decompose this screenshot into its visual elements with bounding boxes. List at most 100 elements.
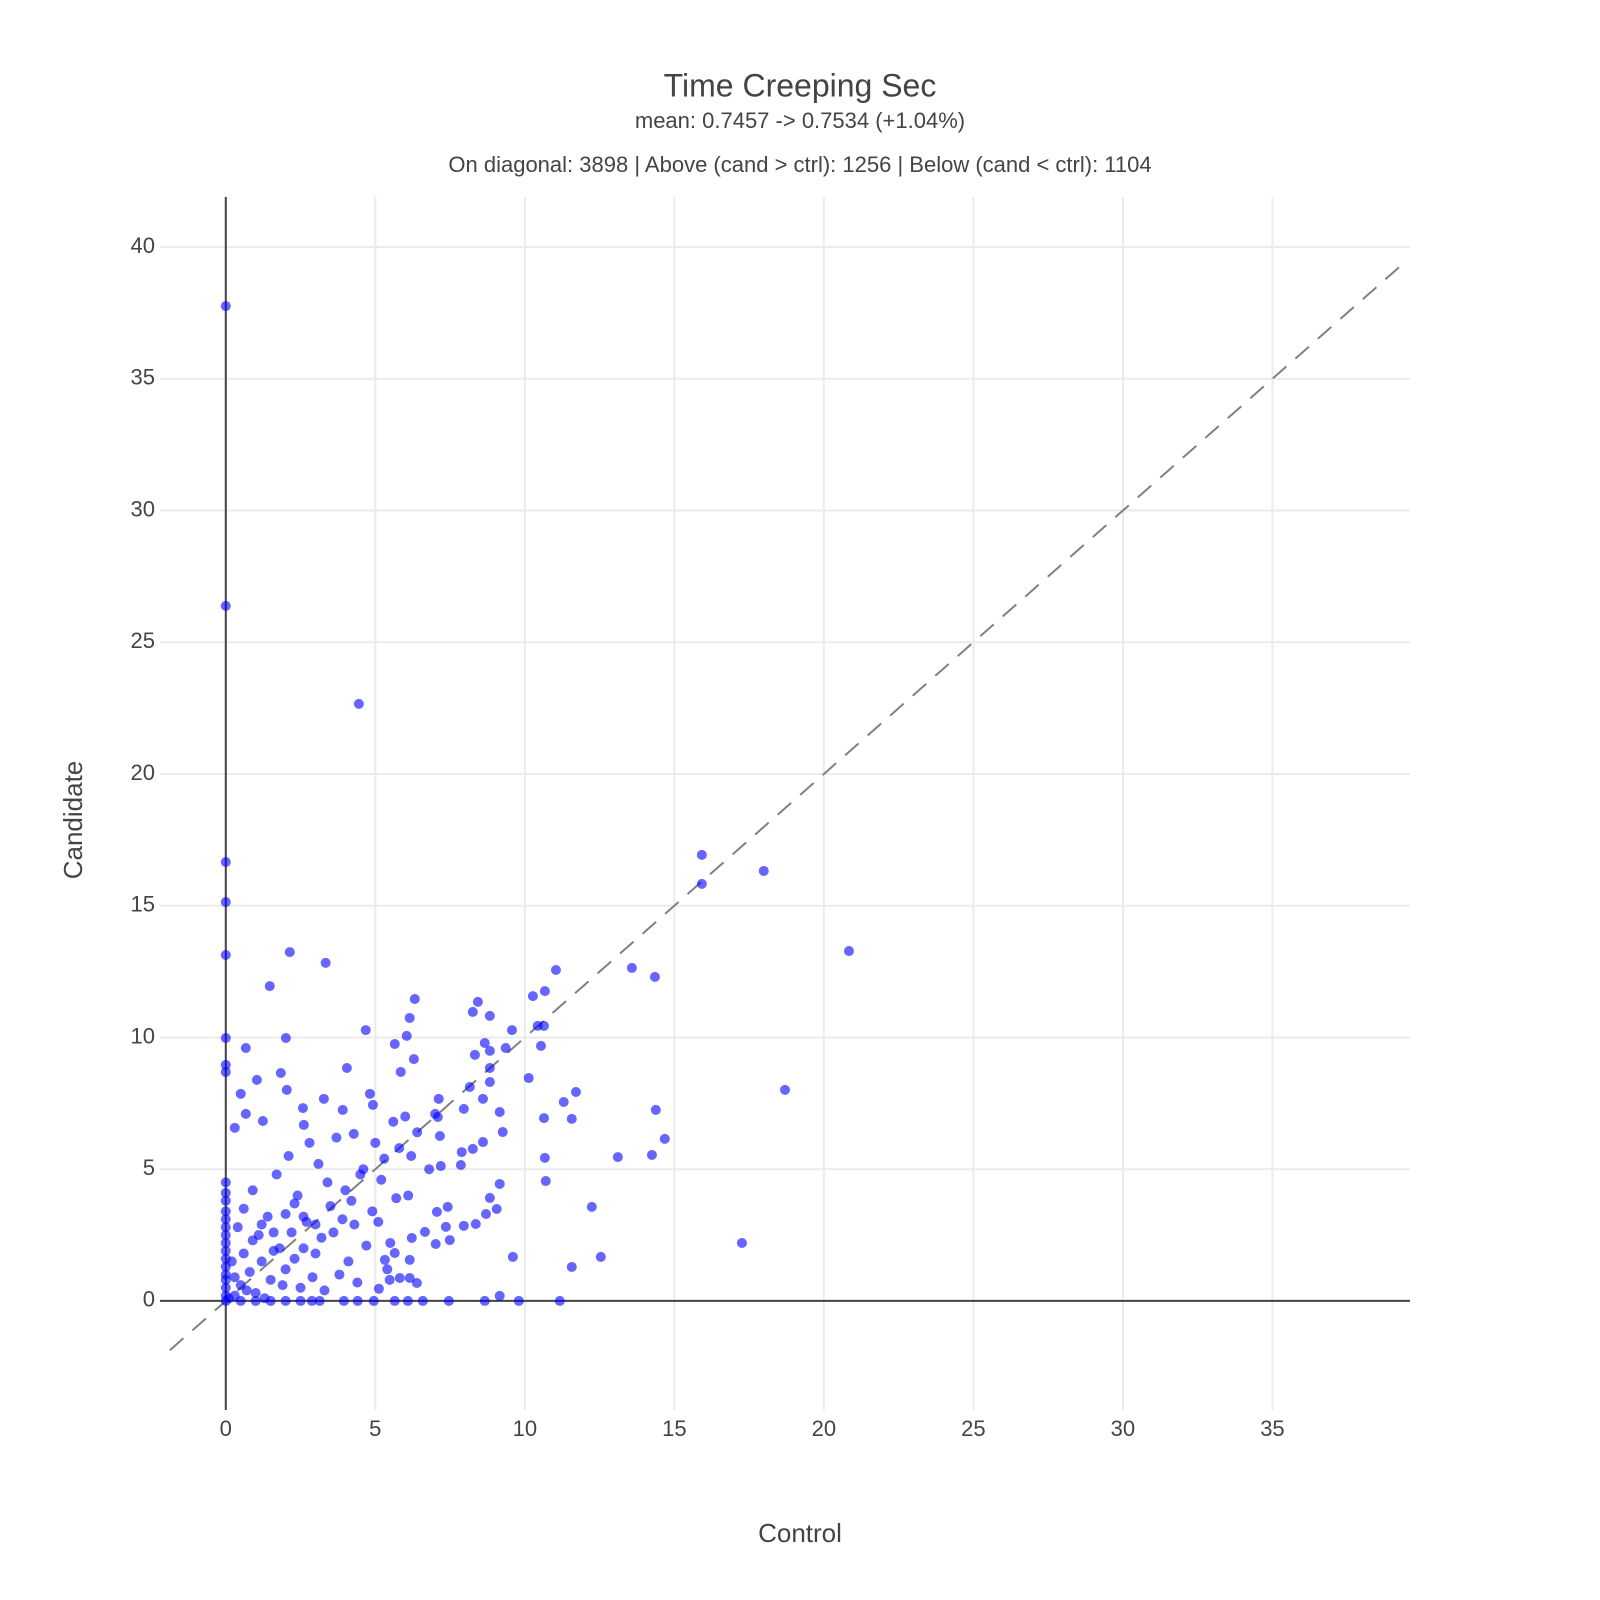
point: [586, 1201, 597, 1212]
x-tick-label: 20: [812, 1416, 836, 1441]
point: [539, 986, 550, 997]
point: [229, 1272, 240, 1283]
point: [406, 1151, 417, 1162]
point: [467, 1006, 478, 1017]
point: [281, 1084, 292, 1095]
point: [284, 947, 295, 958]
point: [412, 1127, 423, 1138]
point: [353, 698, 364, 709]
point: [527, 991, 538, 1002]
x-tick-label: 25: [961, 1416, 985, 1441]
point: [316, 1232, 327, 1243]
point: [540, 1176, 551, 1187]
point: [440, 1221, 451, 1232]
point: [298, 1211, 309, 1222]
point: [843, 946, 854, 957]
point: [379, 1153, 390, 1164]
point: [220, 600, 231, 611]
chart-title: Time Creeping Sec: [664, 67, 937, 103]
point: [298, 1243, 309, 1254]
point: [289, 1198, 300, 1209]
point: [494, 1107, 505, 1118]
point: [402, 1295, 413, 1306]
y-tick-label: 40: [131, 233, 155, 258]
point: [484, 1076, 495, 1087]
y-tick-label: 5: [143, 1155, 155, 1180]
point: [384, 1274, 395, 1285]
point: [319, 1285, 330, 1296]
point: [220, 1245, 231, 1256]
point: [220, 897, 231, 908]
point: [443, 1295, 454, 1306]
point: [314, 1295, 325, 1306]
point: [340, 1185, 351, 1196]
point: [220, 856, 231, 867]
point: [352, 1277, 363, 1288]
point: [304, 1137, 315, 1148]
point: [247, 1185, 258, 1196]
y-tick-label: 25: [131, 628, 155, 653]
point: [310, 1248, 321, 1259]
point: [367, 1099, 378, 1110]
point: [433, 1093, 444, 1104]
point: [256, 1256, 267, 1267]
point: [566, 1113, 577, 1124]
point: [238, 1248, 249, 1259]
point: [500, 1042, 511, 1053]
x-axis-title: Control: [758, 1518, 842, 1548]
chart-subtitle: mean: 0.7457 -> 0.7534 (+1.04%): [635, 108, 965, 133]
point: [250, 1288, 261, 1299]
point: [220, 1032, 231, 1043]
point: [494, 1290, 505, 1301]
point: [295, 1295, 306, 1306]
point: [268, 1245, 279, 1256]
point: [338, 1295, 349, 1306]
point: [306, 1295, 317, 1306]
point: [280, 1032, 291, 1043]
point: [696, 878, 707, 889]
point: [497, 1127, 508, 1138]
point: [220, 1177, 231, 1188]
y-tick-label: 30: [131, 496, 155, 521]
point: [318, 1093, 329, 1104]
point: [337, 1214, 348, 1225]
point: [298, 1119, 309, 1130]
point: [659, 1133, 670, 1144]
point: [442, 1201, 453, 1212]
point: [240, 1042, 251, 1053]
point: [650, 1104, 661, 1115]
point: [479, 1037, 490, 1048]
point: [373, 1216, 384, 1227]
point: [391, 1193, 402, 1204]
point: [550, 965, 561, 976]
point: [382, 1264, 393, 1275]
point: [310, 1219, 321, 1230]
point: [262, 1211, 273, 1222]
point: [349, 1219, 360, 1230]
point: [364, 1088, 375, 1099]
point: [395, 1066, 406, 1077]
point: [626, 962, 637, 973]
x-tick-label: 0: [220, 1416, 232, 1441]
point: [331, 1132, 342, 1143]
point: [240, 1108, 251, 1119]
point: [220, 949, 231, 960]
point: [394, 1143, 405, 1154]
point: [539, 1152, 550, 1163]
point: [480, 1208, 491, 1219]
point: [348, 1128, 359, 1139]
point: [343, 1256, 354, 1267]
point: [220, 1282, 231, 1293]
point: [376, 1174, 387, 1185]
y-tick-label: 15: [131, 892, 155, 917]
point: [257, 1115, 268, 1126]
point: [289, 1253, 300, 1264]
point: [419, 1226, 430, 1237]
point: [570, 1086, 581, 1097]
point: [477, 1137, 488, 1148]
point: [264, 981, 275, 992]
point: [268, 1227, 279, 1238]
point: [538, 1020, 549, 1031]
point: [229, 1122, 240, 1133]
point: [458, 1103, 469, 1114]
